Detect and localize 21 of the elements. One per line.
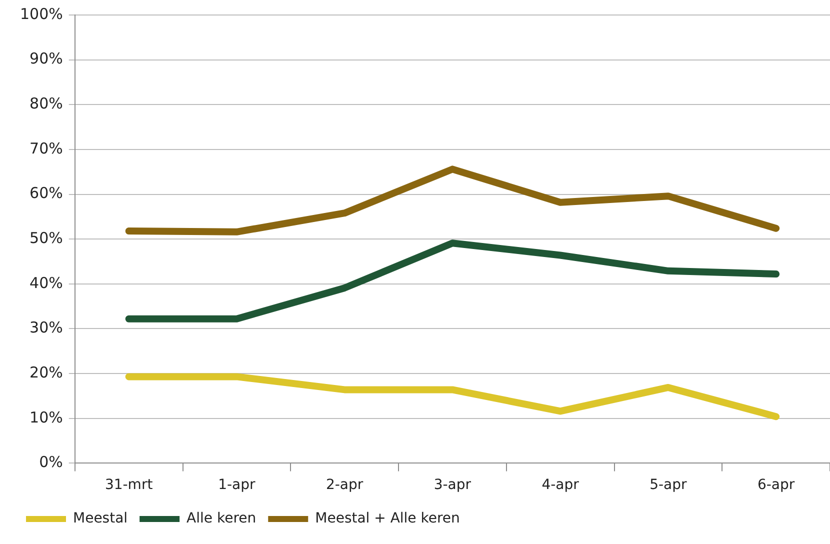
y-tick-label: 20% xyxy=(30,363,63,382)
y-tick-label: 50% xyxy=(30,228,63,247)
x-tick-label: 2-apr xyxy=(326,477,364,494)
x-tick-label: 6-apr xyxy=(757,477,795,494)
y-tick-label: 0% xyxy=(39,453,63,472)
y-tick-label: 70% xyxy=(30,139,63,158)
x-tick-label: 4-apr xyxy=(542,477,580,494)
legend-label: Meestal xyxy=(73,510,128,527)
x-tick-label: 31-mrt xyxy=(104,477,154,494)
x-tick-label: 3-apr xyxy=(434,477,472,494)
y-tick-label: 80% xyxy=(30,94,63,113)
y-tick-label: 60% xyxy=(30,184,63,202)
y-tick-label: 30% xyxy=(30,318,63,337)
x-tick-label: 5-apr xyxy=(650,477,688,494)
y-tick-label: 90% xyxy=(30,50,63,68)
x-tick-label: 1-apr xyxy=(218,477,256,494)
y-tick-label: 100% xyxy=(20,4,63,23)
y-tick-label: 10% xyxy=(30,408,63,426)
legend-label: Alle keren xyxy=(186,510,256,527)
legend-label: Meestal + Alle keren xyxy=(315,510,460,527)
y-tick-label: 40% xyxy=(30,274,63,292)
